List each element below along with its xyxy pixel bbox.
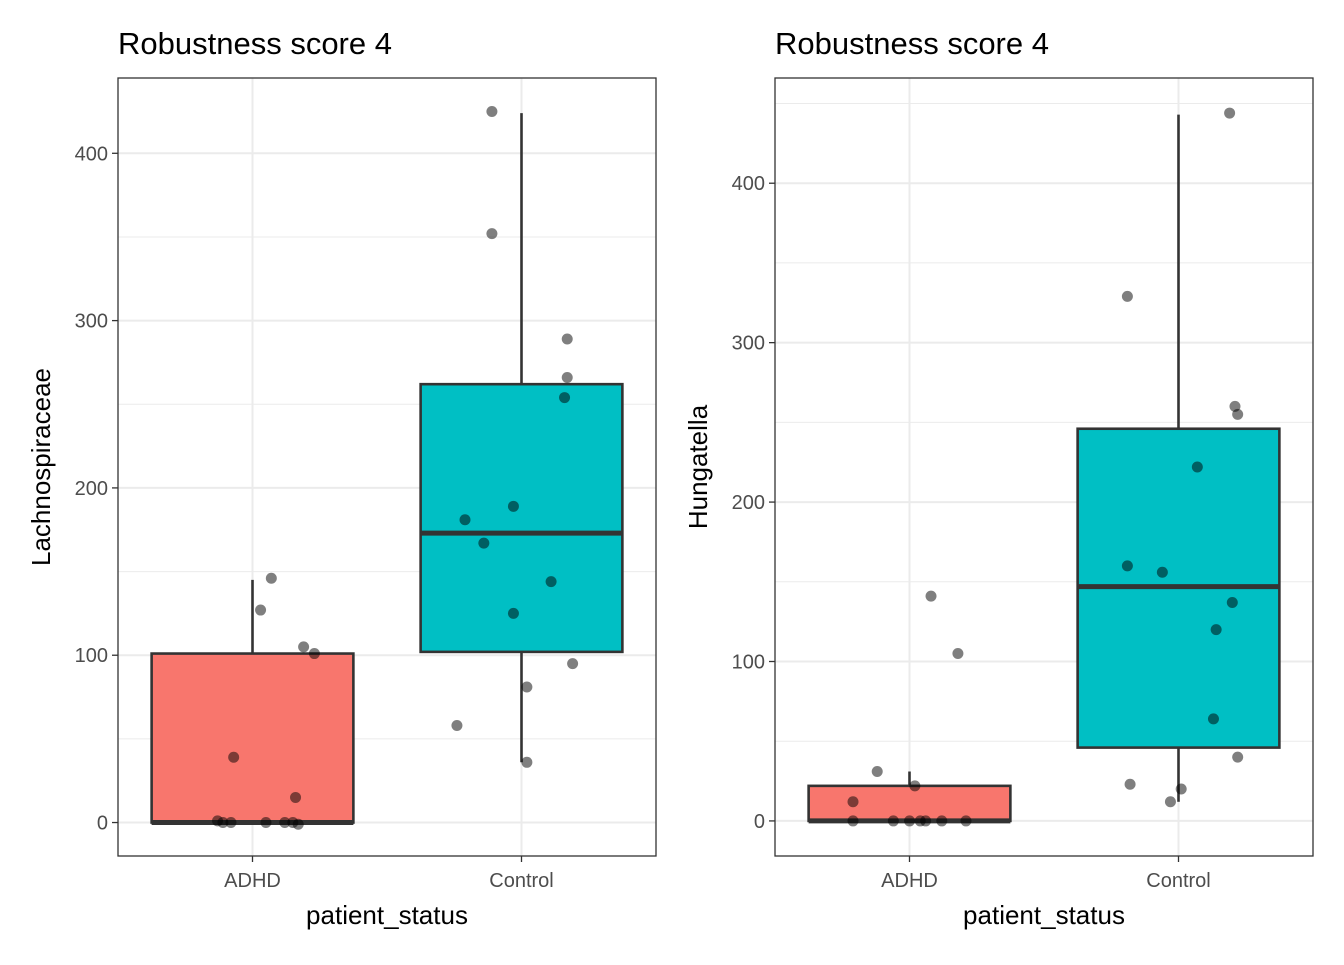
data-point [1121,560,1133,572]
data-point [1191,461,1203,473]
data-point [459,514,471,526]
data-point [871,766,883,778]
data-point [904,815,915,827]
data-point [1224,107,1236,119]
box-adhd [150,652,355,824]
data-point [920,815,932,827]
y-tick-label: 300 [75,311,108,333]
y-axis-title: Hungatella [683,404,713,529]
data-point [567,658,579,670]
data-point [451,719,463,731]
data-point [478,537,490,549]
data-point [1207,713,1219,725]
data-point [1210,624,1222,636]
x-tick-label: ADHD [224,870,281,892]
data-point [1175,783,1187,795]
data-point [925,590,937,602]
data-point [217,817,229,829]
data-point [1232,751,1244,763]
data-point [847,815,859,827]
data-point [228,751,240,763]
y-tick-label: 300 [732,333,765,355]
data-point [255,604,267,616]
data-point [561,333,573,345]
data-point [545,576,557,588]
data-point [521,756,533,768]
y-axis-title: Lachnospiraceae [26,368,56,566]
y-tick-label: 0 [754,811,765,833]
data-point [260,817,272,829]
y-tick-label: 0 [97,813,108,835]
data-point [279,817,291,829]
panel-border [117,77,657,857]
data-point [486,105,498,117]
panel-border [774,77,1314,857]
data-point [559,392,571,404]
data-point [290,791,302,803]
box-control [419,382,624,654]
data-point [1124,778,1136,790]
data-point [1156,566,1168,578]
data-point [265,572,277,584]
data-point [486,228,498,240]
x-tick-label: Control [1146,870,1210,892]
data-point [507,500,519,512]
data-point [225,817,237,829]
y-tick-label: 100 [75,645,108,667]
x-axis-title: patient_status [963,900,1125,930]
y-tick-label: 400 [75,143,108,165]
data-point [909,780,921,792]
data-point [561,371,573,383]
y-tick-label: 200 [75,478,108,500]
data-point [936,815,948,827]
data-point [1121,290,1133,302]
data-point [1226,597,1238,609]
x-tick-label: ADHD [881,870,938,892]
data-point [308,648,320,660]
data-point [298,641,310,653]
x-tick-label: Control [489,870,553,892]
panel-lachnospiraceae: Robustness score 4 0 100 200 300 400 ADHD Con… [26,26,657,930]
chart-title: Robustness score 4 [775,26,1049,61]
data-point [1232,408,1244,420]
chart-title: Robustness score 4 [118,26,392,61]
data-point [521,681,533,693]
y-tick-label: 200 [732,492,765,514]
box-adhd [807,784,1012,823]
y-tick-label: 100 [732,652,765,674]
data-point [292,818,304,830]
data-point [960,815,972,827]
panel-hungatella: Robustness score 4 0 100 200 300 400 ADHD Con… [683,26,1314,930]
data-point [1164,796,1176,808]
data-point [847,796,859,808]
y-tick-label: 400 [732,173,765,195]
data-point [887,815,899,827]
data-point [952,648,964,660]
x-axis-title: patient_status [306,900,468,930]
data-point [507,607,519,619]
